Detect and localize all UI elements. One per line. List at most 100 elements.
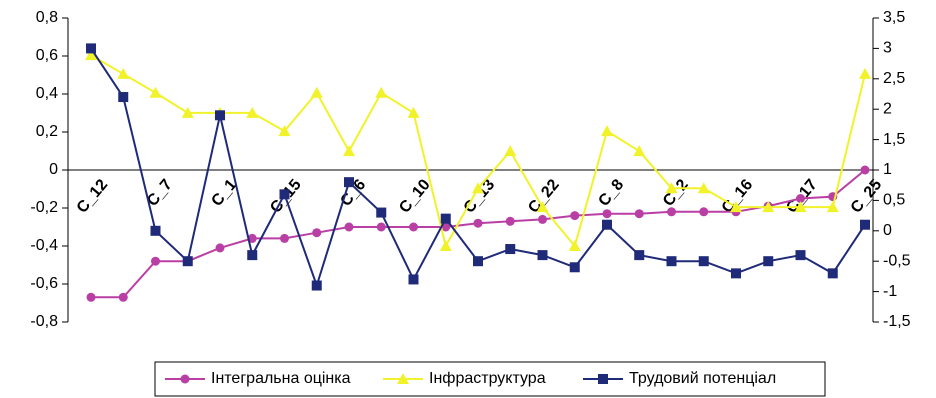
data-point [472,182,484,194]
x-tick-label: C_8 [595,176,627,209]
data-point [569,262,580,273]
data-point [86,43,96,54]
data-point [311,280,322,291]
data-point [570,211,580,221]
data-point [699,207,709,217]
data-point [536,201,549,213]
data-point [860,219,870,230]
data-point [376,222,386,232]
data-point [344,222,354,232]
data-point [344,177,354,188]
legend-label: Інфраструктура [429,370,546,387]
y2-tick-label: 3,5 [883,9,905,26]
legend-label: Інтегральна оцінка [211,370,351,387]
data-point [537,250,548,261]
data-point [634,209,644,219]
legend-marker [397,373,409,384]
data-point [118,292,128,302]
y2-tick-label: 2,5 [883,70,905,87]
data-point [280,233,289,243]
data-point [278,125,291,137]
y2-tick-label: 0 [883,222,892,239]
data-point [731,268,741,279]
data-point [182,256,193,267]
y-tick-label: -0,4 [30,237,58,254]
data-point [409,222,418,232]
legend-box [154,361,826,397]
data-point [440,213,451,224]
data-point [860,165,870,175]
data-point [473,218,483,228]
data-point [86,292,96,302]
data-point [762,201,775,213]
data-point [666,256,677,267]
data-point [439,240,452,251]
y2-tick-label: 1,5 [883,131,905,148]
data-point [247,233,257,243]
data-point [151,256,160,266]
data-point [312,228,322,238]
series-line [90,47,866,289]
data-point [473,256,483,267]
y-tick-label: -0,8 [30,313,58,330]
data-point [796,194,805,203]
data-point [763,256,774,267]
data-point [505,244,516,255]
data-point [827,268,838,279]
data-point [665,182,678,194]
data-point [408,274,419,285]
data-point [246,106,259,118]
data-point [730,201,742,213]
data-point [794,201,807,213]
data-point [568,240,581,251]
data-point [698,256,709,267]
y-tick-label: 0,2 [36,123,58,140]
data-point [826,201,839,213]
y-tick-label: 0,6 [36,47,58,64]
y2-tick-label: 2 [883,100,892,117]
x-tick-label: C_10 [396,176,434,216]
data-point [504,145,517,157]
x-tick-label: C_25 [848,176,886,216]
y2-tick-label: -0,5 [883,252,911,269]
y2-tick-label: -1 [883,283,897,300]
data-point [85,49,97,61]
y2-tick-label: -1,5 [883,313,911,330]
y-tick-label: -0,6 [30,275,58,292]
data-point [150,225,161,236]
data-point [376,207,387,218]
data-point [697,182,710,194]
data-point [247,250,258,261]
data-point [181,106,194,118]
y2-tick-label: 3 [883,40,892,57]
data-point [795,250,806,261]
series-line [90,54,866,249]
data-point [407,106,420,118]
data-point [279,189,290,200]
data-point [667,207,676,217]
data-point [118,92,129,103]
y-tick-label: -0,2 [30,199,58,216]
data-point [859,67,871,79]
data-point [602,209,612,219]
data-point [601,125,613,137]
y-tick-label: 0,8 [36,9,58,26]
y2-tick-label: 0,5 [883,192,905,209]
data-point [505,216,515,226]
y2-tick-label: 1 [883,161,892,178]
data-point [149,86,162,98]
y-tick-label: 0 [49,161,58,178]
data-point [602,219,612,230]
data-point [538,214,547,224]
data-point [117,67,130,79]
legend-label: Трудовий потенціал [629,370,776,387]
legend-marker [598,374,608,384]
data-point [375,86,388,98]
data-point [634,250,645,261]
x-tick-label: C_12 [74,176,112,216]
data-point [343,145,355,157]
y-tick-label: 0,4 [36,85,58,102]
legend-marker [180,374,190,384]
data-point [633,145,646,157]
